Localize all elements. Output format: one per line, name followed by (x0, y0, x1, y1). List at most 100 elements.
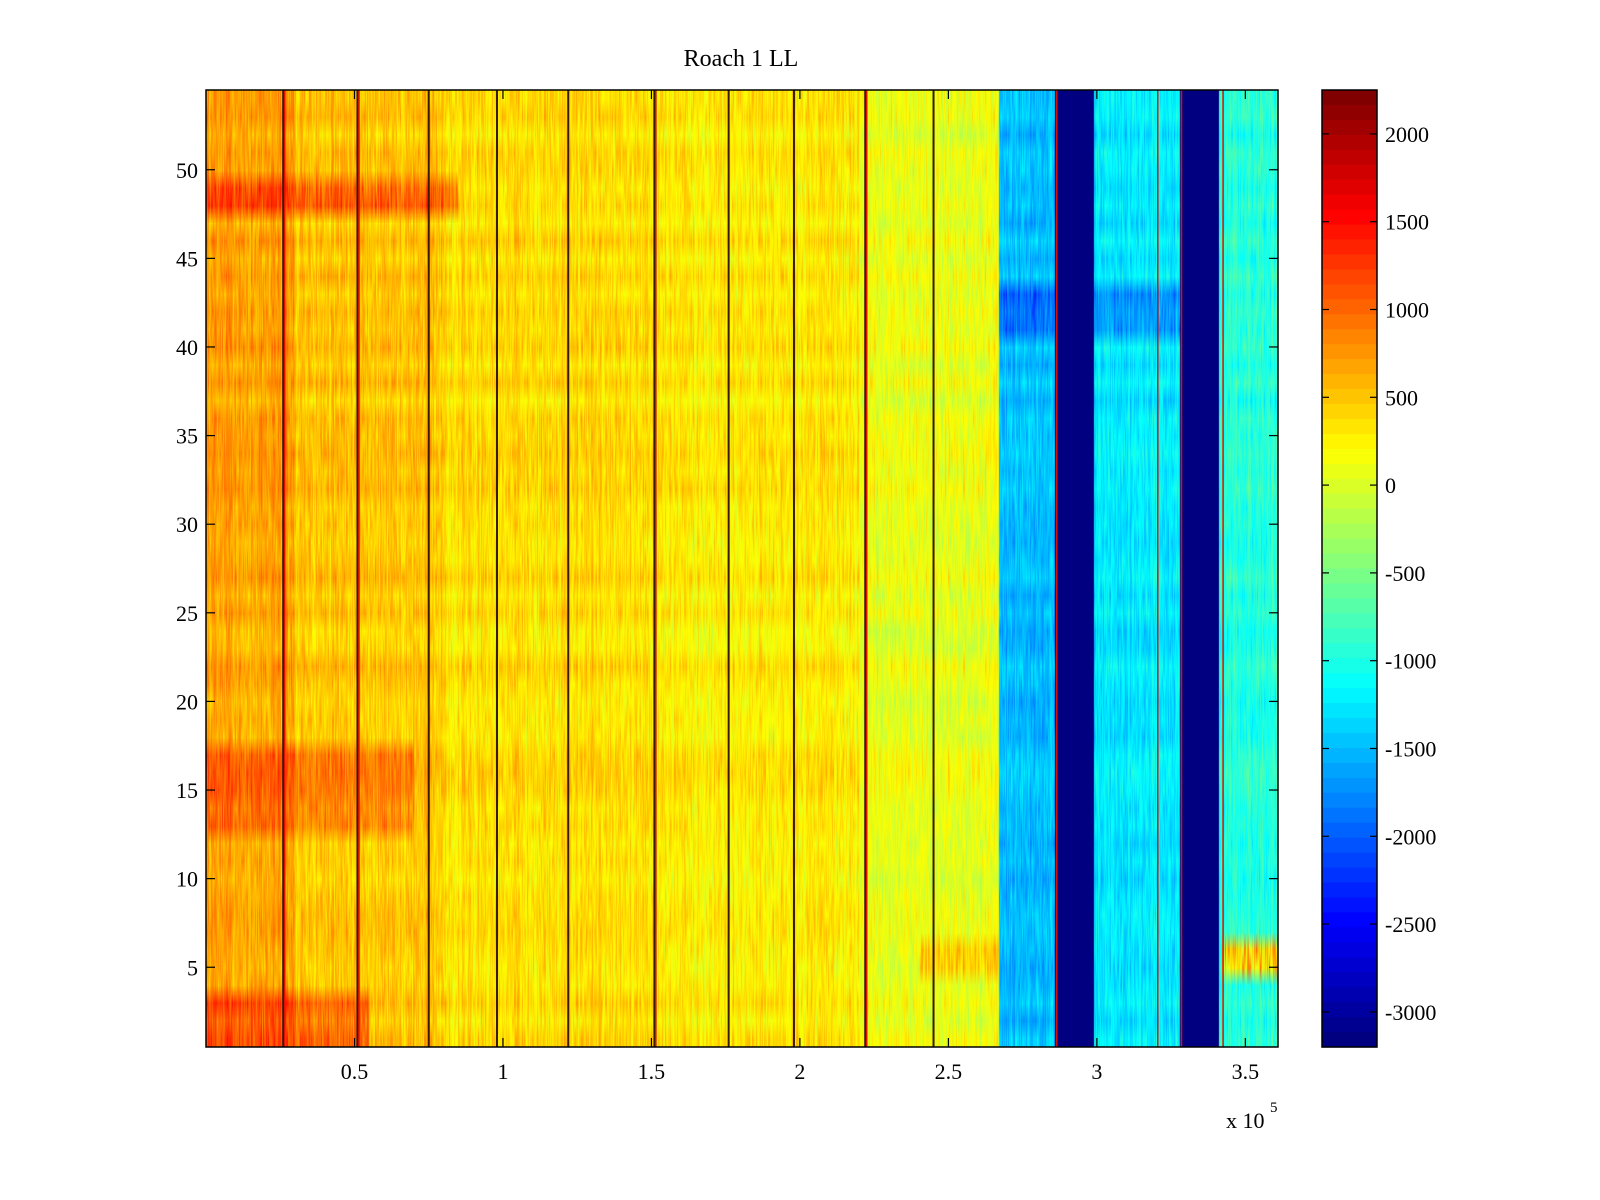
y-tick-label: 35 (176, 424, 198, 449)
colorbar-band (1322, 344, 1377, 360)
colorbar-band (1322, 299, 1377, 315)
colorbar-band (1322, 688, 1377, 704)
x-tick-label: 1 (497, 1059, 508, 1084)
colorbar-band (1322, 164, 1377, 181)
y-tick-label: 5 (187, 955, 198, 980)
colorbar-band (1322, 90, 1377, 106)
colorbar-band (1322, 314, 1377, 330)
y-tick-label: 15 (176, 778, 198, 803)
x-multiplier-exponent: 5 (1270, 1100, 1278, 1116)
colorbar-band (1322, 747, 1377, 764)
colorbar-band (1322, 837, 1377, 854)
y-axis: 5 10 15 20 25 30 35 40 45 50 (176, 158, 1278, 980)
colorbar-band (1322, 583, 1377, 600)
colorbar-band (1322, 598, 1377, 614)
x-tick-label: 0.5 (341, 1059, 369, 1084)
y-tick-label: 40 (176, 335, 198, 360)
colorbar-tick-label: 500 (1385, 385, 1418, 410)
colorbar-band (1322, 852, 1377, 869)
colorbar-band (1322, 882, 1377, 899)
colorbar-band (1322, 987, 1377, 1003)
x-multiplier-base: x 10 (1226, 1108, 1265, 1133)
colorbar-band (1322, 912, 1377, 928)
colorbar: 2000 1500 1000 500 0 -500 -1000 -1500 -2000 -2500… (1321, 89, 1436, 1048)
colorbar-band (1322, 269, 1377, 285)
x-axis: 0.5 1 1.5 2 2.5 3 3.5 (341, 90, 1259, 1084)
y-tick-label: 30 (176, 512, 198, 537)
colorbar-band (1322, 194, 1377, 211)
y-tick-label: 25 (176, 601, 198, 626)
x-tick-label: 3.5 (1232, 1059, 1260, 1084)
colorbar-tick-label: -2500 (1385, 912, 1436, 937)
plot-frame (205, 89, 1279, 1048)
colorbar-band (1322, 658, 1377, 674)
colorbar-band (1322, 568, 1377, 585)
colorbar-band (1322, 224, 1377, 241)
colorbar-band (1322, 374, 1377, 390)
colorbar-tick-label: 1000 (1385, 297, 1429, 322)
colorbar-tick-label: -3000 (1385, 1000, 1436, 1025)
colorbar-band (1322, 538, 1377, 555)
colorbar-band (1322, 643, 1377, 659)
y-tick-label: 50 (176, 158, 198, 183)
colorbar-gradient (1322, 90, 1377, 1048)
colorbar-band (1322, 448, 1377, 465)
colorbar-band (1322, 404, 1377, 420)
colorbar-band (1322, 508, 1377, 525)
colorbar-band (1322, 822, 1377, 839)
colorbar-band (1322, 942, 1377, 958)
x-tick-label: 2 (794, 1059, 805, 1084)
colorbar-band (1322, 329, 1377, 345)
colorbar-band (1322, 807, 1377, 824)
x-axis-multiplier: x 10 5 (1226, 1100, 1278, 1133)
x-tick-label: 3 (1091, 1059, 1102, 1084)
colorbar-band (1322, 523, 1377, 540)
colorbar-frame (1321, 89, 1378, 1048)
colorbar-band (1322, 703, 1377, 719)
heatmap-image (206, 90, 1278, 1047)
colorbar-band (1322, 239, 1377, 256)
colorbar-band (1322, 463, 1377, 480)
colorbar-band (1322, 209, 1377, 226)
colorbar-tick-label: -2000 (1385, 824, 1436, 849)
colorbar-band (1322, 927, 1377, 943)
colorbar-band (1322, 284, 1377, 300)
colorbar-band (1322, 418, 1377, 435)
colorbar-band (1322, 359, 1377, 375)
colorbar-band (1322, 897, 1377, 914)
colorbar-tick-label: -1500 (1385, 736, 1436, 761)
y-tick-label: 45 (176, 246, 198, 271)
heatmap-plot-area: 0.5 1 1.5 2 2.5 3 3.5 5 10 15 20 25 30 35 40 45 50 (176, 89, 1279, 1084)
vertical-lines (282, 90, 1224, 1047)
colorbar-band (1322, 433, 1377, 450)
colorbar-tick-label: 2000 (1385, 122, 1429, 147)
colorbar-band (1322, 179, 1377, 196)
colorbar-band (1322, 777, 1377, 794)
colorbar-band (1322, 254, 1377, 271)
colorbar-band (1322, 1032, 1377, 1048)
colorbar-band (1322, 867, 1377, 884)
colorbar-band (1322, 732, 1377, 749)
colorbar-tick-label: 1500 (1385, 210, 1429, 235)
colorbar-band (1322, 972, 1377, 988)
colorbar-band (1322, 134, 1377, 151)
colorbar-band (1322, 673, 1377, 689)
colorbar-band (1322, 957, 1377, 973)
colorbar-band (1322, 762, 1377, 779)
colorbar-band (1322, 104, 1377, 121)
colorbar-band (1322, 613, 1377, 629)
colorbar-band (1322, 389, 1377, 405)
colorbar-band (1322, 478, 1377, 495)
colorbar-tick-label: -500 (1385, 561, 1425, 586)
colorbar-band (1322, 1017, 1377, 1033)
x-tick-label: 2.5 (935, 1059, 963, 1084)
colorbar-band (1322, 718, 1377, 734)
colorbar-band (1322, 553, 1377, 570)
colorbar-band (1322, 149, 1377, 166)
colorbar-band (1322, 792, 1377, 809)
colorbar-band (1322, 119, 1377, 136)
chart-title: Roach 1 LL (684, 46, 799, 72)
y-tick-label: 10 (176, 867, 198, 892)
colorbar-band (1322, 493, 1377, 510)
